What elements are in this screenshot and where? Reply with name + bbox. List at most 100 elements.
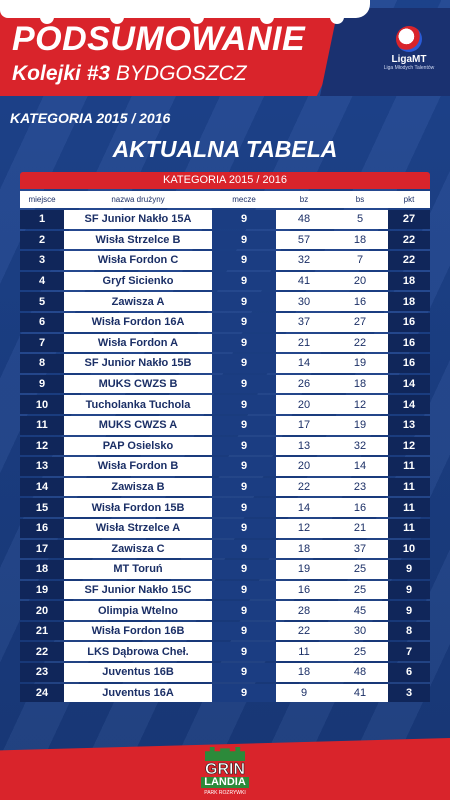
cell-team-name: MUKS CWZS A bbox=[64, 415, 212, 435]
cell-games: 9 bbox=[212, 663, 276, 682]
table-row: 23 Juventus 16B 9 18 48 6 bbox=[20, 663, 430, 682]
cell-place: 19 bbox=[20, 580, 64, 600]
table-row: 4 Gryf Sicienko 9 41 20 18 bbox=[20, 271, 430, 291]
logo-text: LigaMT bbox=[391, 54, 427, 65]
cell-place: 9 bbox=[20, 374, 64, 394]
cell-team-name: Juventus 16B bbox=[64, 663, 212, 682]
cell-goals-conceded: 19 bbox=[332, 415, 388, 435]
table-row: 17 Zawisza C 9 18 37 10 bbox=[20, 539, 430, 559]
cell-place: 23 bbox=[20, 663, 64, 682]
table-row: 8 SF Junior Nakło 15B 9 14 19 16 bbox=[20, 354, 430, 373]
cell-points: 22 bbox=[388, 251, 430, 270]
table-body: 1 SF Junior Nakło 15A 9 48 5 27 2 Wisła Strzelc… bbox=[20, 210, 430, 703]
cell-team-name: Gryf Sicienko bbox=[64, 271, 212, 291]
table-header-row: miejsce nazwa drużyny mecze bz bs pkt bbox=[20, 191, 430, 208]
cell-points: 18 bbox=[388, 271, 430, 291]
cell-points: 10 bbox=[388, 539, 430, 559]
cell-team-name: Wisła Fordon C bbox=[64, 251, 212, 270]
cell-place: 20 bbox=[20, 601, 64, 620]
header-red-banner bbox=[0, 8, 360, 96]
cell-games: 9 bbox=[212, 683, 276, 703]
cell-goals-scored: 14 bbox=[276, 498, 332, 517]
cell-goals-scored: 37 bbox=[276, 312, 332, 332]
cell-points: 8 bbox=[388, 621, 430, 641]
cell-goals-conceded: 14 bbox=[332, 457, 388, 476]
cell-place: 21 bbox=[20, 621, 64, 641]
cell-place: 12 bbox=[20, 436, 64, 456]
cell-place: 7 bbox=[20, 333, 64, 353]
cell-team-name: Wisła Strzelce A bbox=[64, 518, 212, 538]
table-row: 14 Zawisza B 9 22 23 11 bbox=[20, 477, 430, 497]
cell-points: 9 bbox=[388, 560, 430, 579]
cell-goals-conceded: 23 bbox=[332, 477, 388, 497]
cell-goals-scored: 48 bbox=[276, 210, 332, 229]
cell-games: 9 bbox=[212, 498, 276, 517]
ball-icon bbox=[396, 26, 422, 52]
category-heading: KATEGORIA 2015 / 2016 bbox=[10, 110, 171, 126]
table-category-bar: KATEGORIA 2015 / 2016 bbox=[20, 172, 430, 189]
cell-goals-conceded: 25 bbox=[332, 580, 388, 600]
cell-place: 15 bbox=[20, 498, 64, 517]
cell-points: 7 bbox=[388, 642, 430, 662]
cell-points: 16 bbox=[388, 354, 430, 373]
cell-goals-conceded: 5 bbox=[332, 210, 388, 229]
cell-goals-conceded: 18 bbox=[332, 374, 388, 394]
table-row: 2 Wisła Strzelce B 9 57 18 22 bbox=[20, 230, 430, 250]
cell-goals-scored: 20 bbox=[276, 395, 332, 414]
cell-team-name: MT Toruń bbox=[64, 560, 212, 579]
liga-mt-logo: LigaMT Liga Młodych Talentów bbox=[378, 26, 440, 88]
cell-goals-conceded: 20 bbox=[332, 271, 388, 291]
cell-place: 1 bbox=[20, 210, 64, 229]
cell-team-name: Wisła Strzelce B bbox=[64, 230, 212, 250]
column-header-place: miejsce bbox=[20, 191, 64, 208]
table-row: 7 Wisła Fordon A 9 21 22 16 bbox=[20, 333, 430, 353]
table-row: 9 MUKS CWZS B 9 26 18 14 bbox=[20, 374, 430, 394]
cell-games: 9 bbox=[212, 210, 276, 229]
header: PODSUMOWANIE Kolejki #3 BYDGOSZCZ LigaMT… bbox=[0, 0, 450, 100]
cell-games: 9 bbox=[212, 539, 276, 559]
cell-goals-conceded: 25 bbox=[332, 560, 388, 579]
cell-points: 16 bbox=[388, 312, 430, 332]
cell-place: 17 bbox=[20, 539, 64, 559]
subtitle-round: Kolejki #3 bbox=[12, 62, 111, 85]
cell-place: 16 bbox=[20, 518, 64, 538]
cell-team-name: LKS Dąbrowa Cheł. bbox=[64, 642, 212, 662]
cell-goals-conceded: 45 bbox=[332, 601, 388, 620]
cell-place: 24 bbox=[20, 683, 64, 703]
cell-goals-scored: 30 bbox=[276, 292, 332, 311]
table-row: 22 LKS Dąbrowa Cheł. 9 11 25 7 bbox=[20, 642, 430, 662]
snow-decoration bbox=[0, 0, 370, 24]
cell-goals-conceded: 41 bbox=[332, 683, 388, 703]
table-title: AKTUALNA TABELA bbox=[112, 136, 338, 162]
cell-games: 9 bbox=[212, 642, 276, 662]
cell-games: 9 bbox=[212, 580, 276, 600]
cell-points: 22 bbox=[388, 230, 430, 250]
column-header-goals-conceded: bs bbox=[332, 191, 388, 208]
cell-goals-scored: 14 bbox=[276, 354, 332, 373]
cell-goals-conceded: 19 bbox=[332, 354, 388, 373]
cell-goals-scored: 19 bbox=[276, 560, 332, 579]
table-row: 12 PAP Osielsko 9 13 32 12 bbox=[20, 436, 430, 456]
logo-tagline: PARK ROZRYWKI bbox=[204, 790, 246, 796]
table-row: 15 Wisła Fordon 15B 9 14 16 11 bbox=[20, 498, 430, 517]
cell-goals-conceded: 16 bbox=[332, 498, 388, 517]
cell-goals-scored: 13 bbox=[276, 436, 332, 456]
cell-goals-conceded: 7 bbox=[332, 251, 388, 270]
page-subtitle: Kolejki #3 BYDGOSZCZ bbox=[12, 62, 247, 86]
cell-games: 9 bbox=[212, 354, 276, 373]
cell-games: 9 bbox=[212, 560, 276, 579]
cell-goals-conceded: 48 bbox=[332, 663, 388, 682]
cell-goals-scored: 57 bbox=[276, 230, 332, 250]
table-row: 1 SF Junior Nakło 15A 9 48 5 27 bbox=[20, 210, 430, 229]
cell-points: 11 bbox=[388, 498, 430, 517]
cell-goals-scored: 22 bbox=[276, 621, 332, 641]
cell-team-name: Zawisza C bbox=[64, 539, 212, 559]
logo-subtext: Liga Młodych Talentów bbox=[383, 65, 435, 71]
table-row: 16 Wisła Strzelce A 9 12 21 11 bbox=[20, 518, 430, 538]
table-row: 6 Wisła Fordon 16A 9 37 27 16 bbox=[20, 312, 430, 332]
cell-games: 9 bbox=[212, 395, 276, 414]
cell-games: 9 bbox=[212, 292, 276, 311]
cell-team-name: Olimpia Wtelno bbox=[64, 601, 212, 620]
cell-team-name: SF Junior Nakło 15A bbox=[64, 210, 212, 229]
